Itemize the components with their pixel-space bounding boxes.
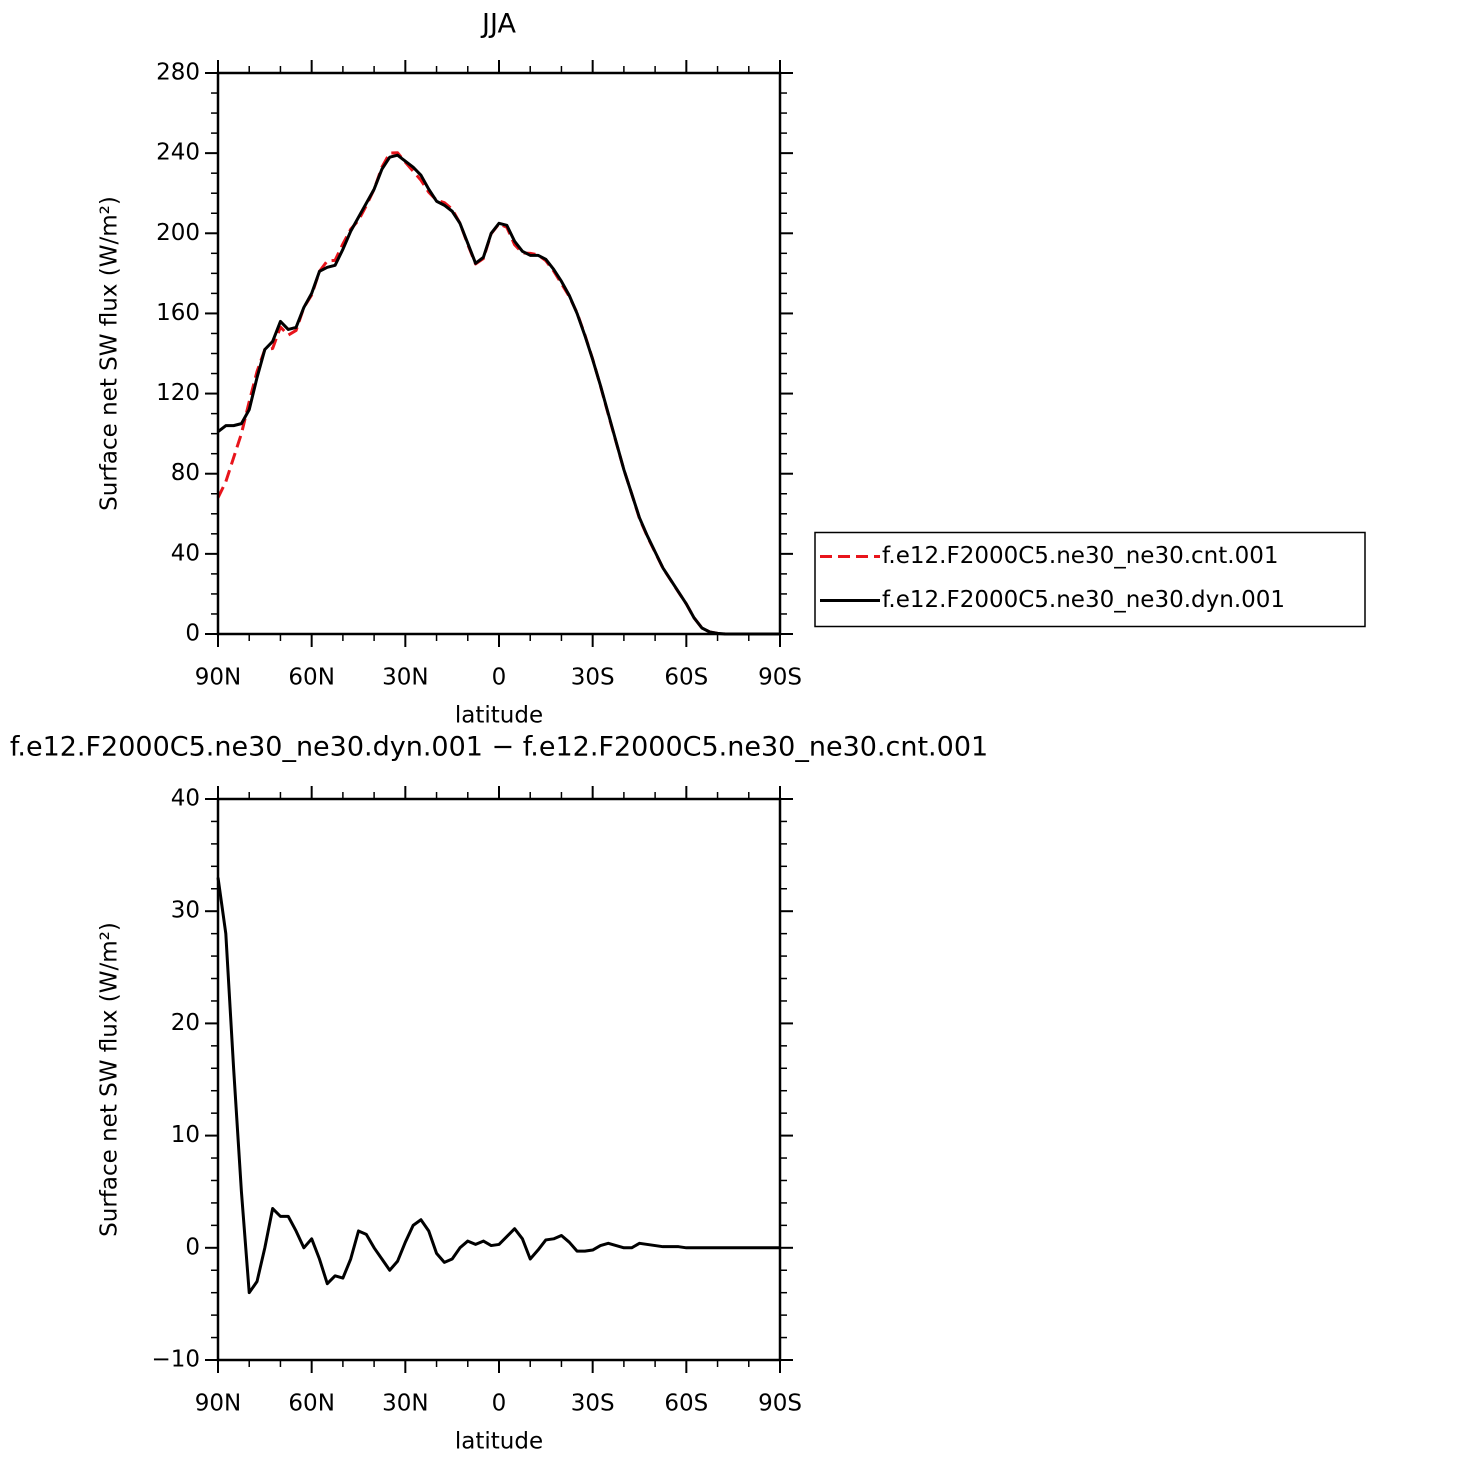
y-tick-label: 0 [185,1234,200,1260]
legend-label: f.e12.F2000C5.ne30_ne30.dyn.001 [882,587,1285,613]
x-tick-label: 0 [492,665,507,691]
y-tick-label: 0 [185,621,200,647]
y-axis-title: Surface net SW flux (W/m²) [97,922,123,1237]
x-tick-label: 30S [571,665,615,691]
x-tick-label: 60S [664,665,708,691]
y-tick-label: 40 [171,786,200,812]
y-tick-label: 20 [171,1010,200,1036]
chart-title: JJA [480,9,516,40]
legend-label: f.e12.F2000C5.ne30_ne30.cnt.001 [882,543,1278,569]
y-tick-label: 240 [156,140,200,166]
y-tick-label: 280 [156,60,200,86]
y-tick-label: 120 [156,380,200,406]
x-tick-label: 60S [664,1391,708,1417]
legend-box [814,531,1366,628]
plot-panel: f.e12.F2000C5.ne30_ne30.dyn.001 − f.e12.… [10,732,988,1455]
y-tick-label: 40 [171,540,200,566]
x-tick-label: 30N [382,665,428,691]
y-tick-label: −10 [151,1347,200,1373]
y-tick-label: 160 [156,300,200,326]
x-tick-label: 30S [571,1391,615,1417]
x-tick-label: 0 [492,1391,507,1417]
y-axis-title: Surface net SW flux (W/m²) [97,196,123,511]
y-tick-label: 10 [171,1122,200,1148]
x-tick-label: 60N [288,665,334,691]
x-axis-title: latitude [455,1429,543,1455]
y-tick-label: 200 [156,220,200,246]
x-tick-label: 90S [758,1391,802,1417]
x-tick-label: 90S [758,665,802,691]
x-tick-label: 90N [195,665,241,691]
plot-panel: JJA 0 40 80 120 160 200 240 280 90N 60N 30N 0 30S 60S 9… [97,9,1366,729]
plot-frame [216,797,782,1362]
data-line [216,877,780,1295]
data-line [217,153,780,636]
chart-title: f.e12.F2000C5.ne30_ne30.dyn.001 − f.e12.… [10,732,988,763]
x-tick-label: 30N [382,1391,428,1417]
plot-frame [216,71,782,636]
y-tick-label: 80 [171,460,200,486]
x-axis-title: latitude [455,703,543,729]
x-tick-label: 60N [288,1391,334,1417]
y-tick-label: 30 [171,898,200,924]
x-tick-label: 90N [195,1391,241,1417]
